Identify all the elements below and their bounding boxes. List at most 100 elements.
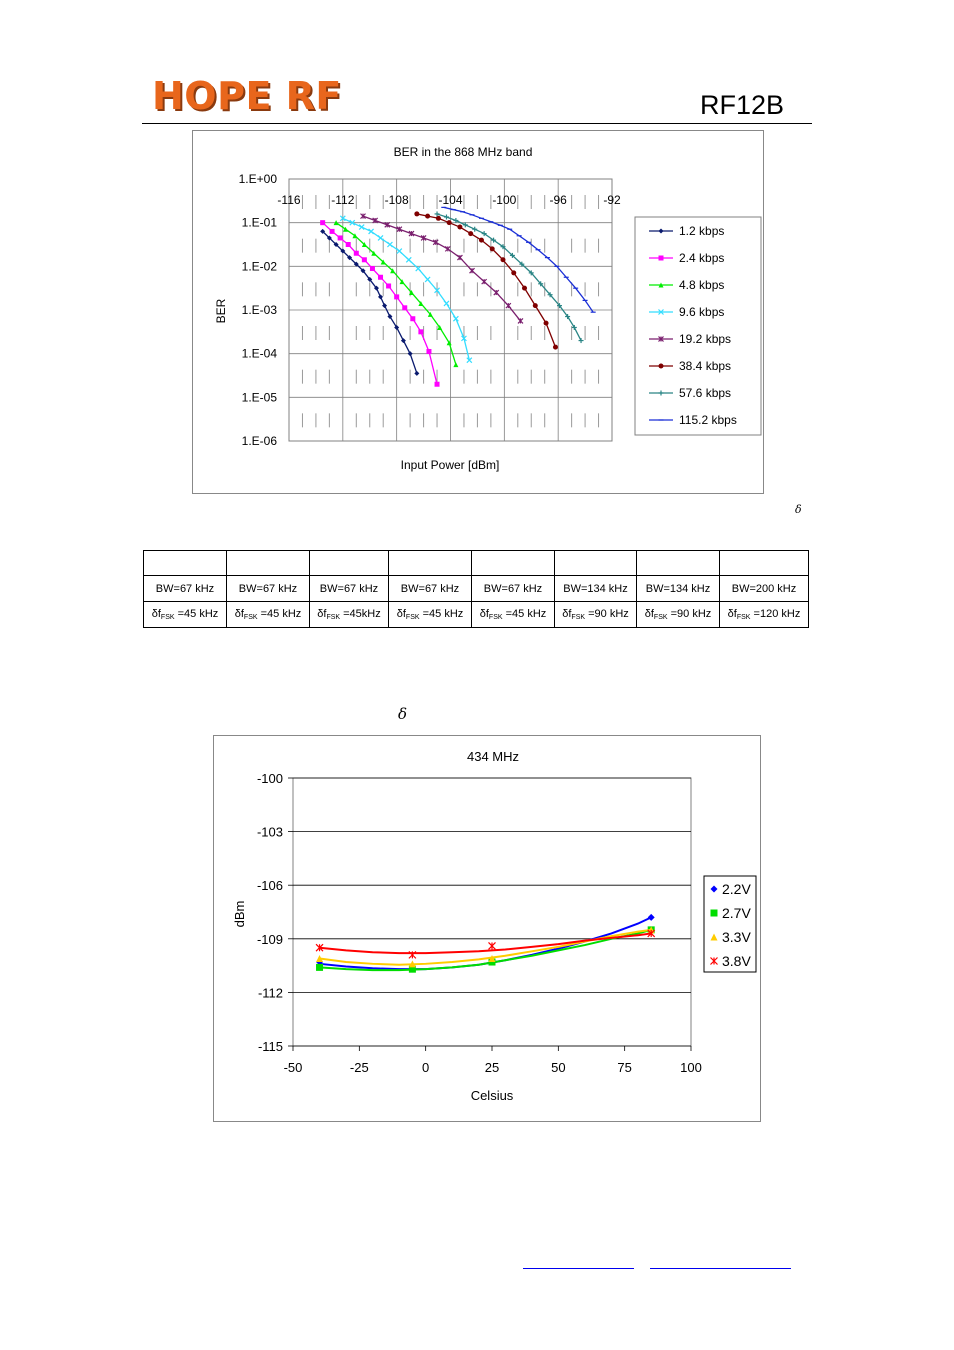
data-point [443,300,450,307]
x-tick-label: -96 [549,193,567,207]
y-tick-label: -106 [257,878,283,893]
legend-marker [710,885,718,893]
footer-link-1[interactable] [523,1268,634,1269]
ber-chart-svg: BER in the 868 MHz band -116 -112 -108 -104 -… [214,145,762,472]
data-point [565,314,571,320]
data-point [488,958,496,966]
table-cell [388,550,472,576]
table-cell [719,550,809,576]
data-point [552,344,558,350]
data-point [408,290,414,296]
y-tick-label: 1.E-05 [242,390,278,404]
table-cell [554,550,637,576]
legend-label: 38.4 kbps [679,359,731,373]
data-point [402,305,408,311]
y-axis-label: dBm [232,901,247,928]
table-row-bandwidth: BW=67 kHz BW=67 kHz BW=67 kHz BW=67 kHz … [143,575,809,602]
data-point [647,929,656,938]
data-point [457,224,463,230]
x-tick-label: 50 [551,1060,565,1075]
x-tick-label: -25 [350,1060,369,1075]
data-point [353,261,359,267]
x-tick-label: 0 [422,1060,429,1075]
legend-marker [658,390,664,396]
data-point [333,242,339,247]
x-tick-label: -112 [331,193,354,207]
legend-label: 9.6 kbps [679,305,724,319]
temperature-chart-svg: 434 MHz -50 -25 0 25 50 75 100 -100 -103 -106 -109 -… [232,749,757,1103]
data-point [345,242,351,247]
series-9-6-kbps [339,215,473,364]
table-header-row [143,550,809,576]
data-point [384,221,391,228]
header-divider [142,123,812,124]
x-tick-label: 25 [485,1060,499,1075]
table-cell: δfFSK =90 kHz [636,601,720,628]
legend-label: 2.4 kbps [679,251,724,265]
table-cell: δfFSK =45 kHz [388,601,472,628]
y-tick-label: 1.E-04 [242,347,278,361]
x-tick-label: -100 [492,193,516,207]
series-3-3V [316,926,655,968]
series-1-2-kbps [320,228,420,376]
data-point [386,283,392,289]
data-point [571,324,577,330]
data-point [369,266,375,272]
data-point [343,226,349,232]
table-cell: BW=67 kHz [309,575,389,602]
ber-chart: BER in the 868 MHz band -116 -112 -108 -104 -… [192,130,764,494]
legend-label: 2.7V [722,905,751,921]
y-tick-label: 1.E+00 [239,172,278,186]
data-point [387,314,393,320]
ber-chart-note: δ [795,503,802,516]
series-4-8-kbps [333,220,459,368]
legend-marker [658,336,664,342]
plot-area [292,777,692,1047]
series-line [322,230,418,374]
data-point [400,338,406,344]
data-point [466,357,473,364]
data-point [360,213,366,220]
data-point [453,362,459,368]
series-57-6-kbps [434,211,584,344]
table-cell [226,550,310,576]
data-point [420,235,427,241]
data-point [478,237,484,243]
table-cell: δfFSK =45 kHz [226,601,310,628]
series-38-4-kbps [414,211,558,350]
data-point [500,244,506,250]
data-point [434,381,440,387]
x-tick-label: -104 [438,193,462,207]
data-point [378,274,384,280]
data-point [418,329,424,335]
data-point [394,294,400,300]
data-point [368,228,375,235]
data-point [408,950,417,959]
data-point [500,257,506,263]
data-point [446,340,452,346]
data-point [456,254,463,261]
footer-link-2[interactable] [650,1268,791,1269]
data-point [509,252,515,258]
data-point [378,294,384,300]
data-point [316,963,324,971]
data-point [340,248,346,254]
legend-label: 2.2V [722,881,751,897]
legend-marker [710,933,718,941]
data-point [360,268,366,274]
table-cell: BW=200 kHz [719,575,809,602]
legend-marker [658,255,664,261]
data-point [538,281,544,287]
data-point [452,315,459,322]
data-point [424,276,431,283]
legend-marker [710,909,718,917]
chart-title: 434 MHz [467,749,519,764]
table-cell: BW=134 kHz [554,575,637,602]
series-115-2-kbps [441,206,596,313]
legend [703,875,757,973]
legend-marker [658,282,664,288]
x-tick-label: -108 [385,193,409,207]
data-point [547,292,553,298]
table-cell [309,550,389,576]
data-point [390,268,396,274]
